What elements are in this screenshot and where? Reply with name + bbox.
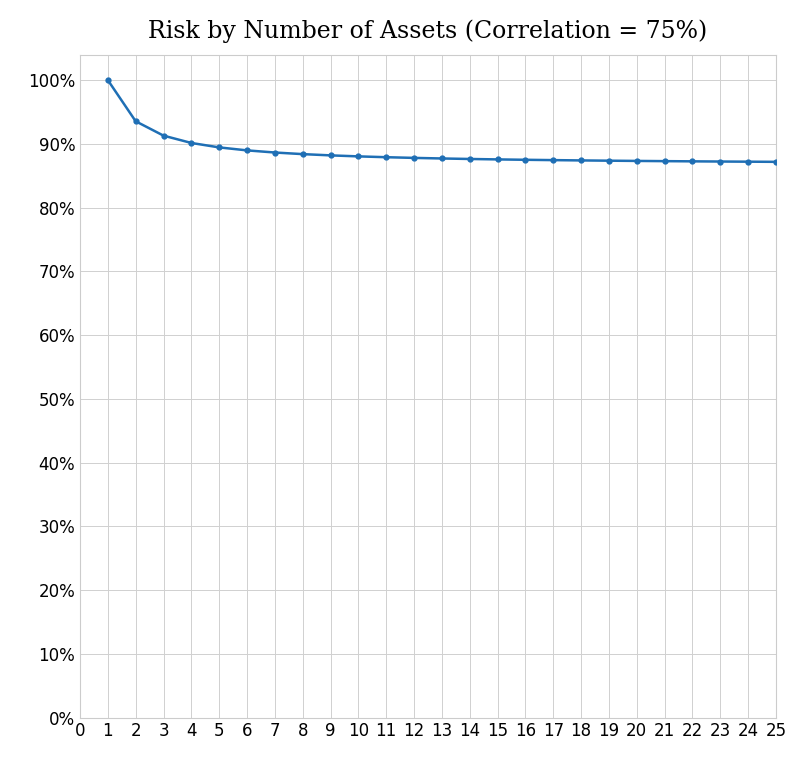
Title: Risk by Number of Assets (Correlation = 75%): Risk by Number of Assets (Correlation = … [148,20,708,43]
